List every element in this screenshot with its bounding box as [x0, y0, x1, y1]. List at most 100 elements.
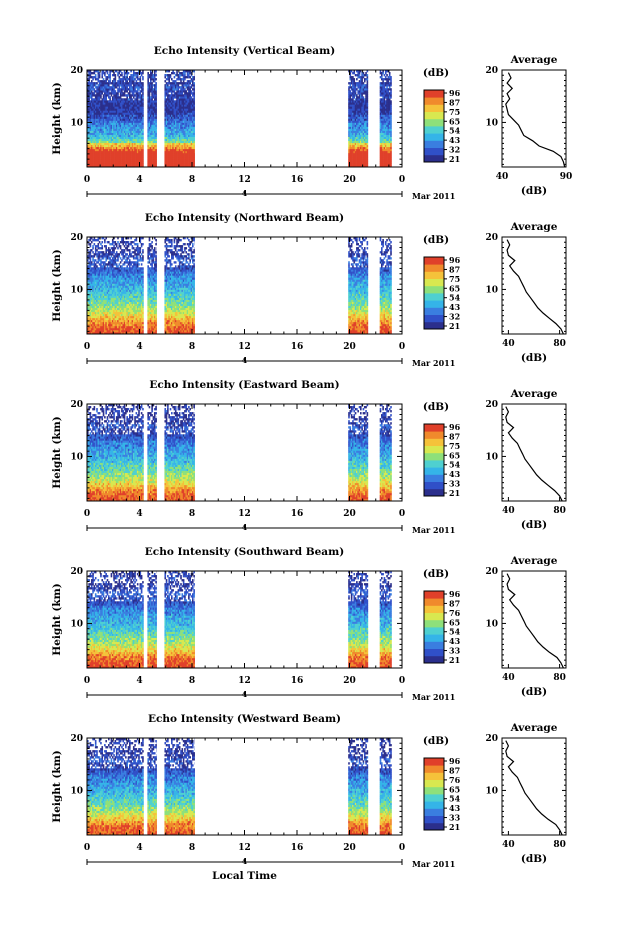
heatmap-cell — [363, 96, 365, 98]
heatmap-cell — [353, 96, 355, 98]
heatmap-cell — [184, 88, 186, 90]
heatmap-cell — [193, 86, 195, 88]
heatmap-cell — [381, 74, 383, 76]
colorbar-tick-label: 21 — [449, 154, 460, 164]
heatmap-cell — [367, 96, 369, 98]
heatmap-cell — [390, 147, 392, 149]
heatmap-cell — [142, 125, 144, 127]
heatmap-cell — [103, 78, 105, 80]
date-label: Mar 2011 — [412, 191, 455, 201]
x-tick-label: 12 — [238, 175, 251, 185]
heatmap-cell — [142, 98, 144, 100]
heatmap-cell — [140, 78, 142, 80]
heatmap-cell — [390, 163, 392, 165]
heatmap-cell — [142, 96, 144, 98]
heatmap-cell — [355, 86, 357, 88]
heatmap-cell — [367, 163, 369, 165]
heatmap-cell — [142, 104, 144, 106]
heatmap-cell — [142, 94, 144, 96]
heatmap-cell — [109, 78, 111, 80]
heatmap-cell — [142, 110, 144, 112]
heatmap-cell — [108, 90, 110, 92]
heatmap-cell — [390, 135, 392, 137]
heatmap-cell — [367, 78, 369, 80]
heatmap-cell — [388, 80, 390, 82]
heatmap-cell — [142, 127, 144, 129]
heatmap-cell — [95, 263, 97, 265]
heatmap-cell — [142, 163, 144, 165]
heatmap-cell — [94, 88, 96, 90]
heatmap-cell — [119, 76, 121, 78]
heatmap-cell — [96, 265, 98, 267]
heatmap-cell — [390, 153, 392, 155]
heatmap-cell — [367, 145, 369, 147]
heatmap-cell — [109, 98, 111, 100]
heatmap-cell — [367, 80, 369, 82]
heatmap-cell — [164, 96, 166, 98]
x-tick-label: 16 — [291, 175, 304, 185]
heatmap-cell — [128, 72, 130, 74]
heatmap-cell — [364, 80, 366, 82]
heatmap-cell — [151, 82, 153, 84]
heatmap-cell — [390, 139, 392, 141]
heatmap-cell — [142, 153, 144, 155]
heatmap-cell — [142, 123, 144, 125]
heatmap-cell — [142, 121, 144, 123]
heatmap-cell — [353, 78, 355, 80]
heatmap-cell — [147, 80, 149, 82]
heatmap-cell — [126, 96, 128, 98]
heatmap-cell — [142, 131, 144, 133]
heatmap-cell — [361, 78, 363, 80]
heatmap-cell — [390, 78, 392, 80]
heatmap-cell — [91, 80, 93, 82]
heatmap-cell — [184, 78, 186, 80]
heatmap-cell — [178, 84, 180, 86]
heatmap-cell — [142, 72, 144, 74]
heatmap-cell — [94, 255, 96, 257]
heatmap-cell — [95, 259, 97, 261]
heatmap-cell — [121, 72, 123, 74]
heatmap-cell — [390, 145, 392, 147]
heatmap-cell — [384, 74, 386, 76]
heatmap-cell — [101, 76, 103, 78]
heatmap-cell — [386, 74, 388, 76]
heatmap-cell — [134, 88, 136, 90]
heatmap-cell — [385, 72, 387, 74]
heatmap-cell — [390, 94, 392, 96]
heatmap-cell — [171, 78, 173, 80]
heatmap-cell — [121, 90, 123, 92]
panel-1: Echo Intensity (Vertical Beam)0 4 8 12 16 20 0… — [51, 45, 572, 201]
heatmap-cell — [390, 106, 392, 108]
heatmap-cell — [390, 82, 392, 84]
heatmap-cell — [140, 92, 142, 94]
heatmap-cell — [92, 257, 94, 259]
heatmap-cell — [115, 76, 117, 78]
heatmap-cell — [117, 74, 119, 76]
heatmap-cell — [117, 92, 119, 94]
heatmap-cell — [189, 76, 191, 78]
heatmap-cell — [367, 102, 369, 104]
profile-y-tick-label: 20 — [485, 66, 498, 76]
heatmap-cell — [126, 74, 128, 76]
heatmap-cell — [390, 149, 392, 151]
heatmap-cell — [108, 84, 110, 86]
heatmap-cell — [189, 82, 191, 84]
heatmap-cell — [363, 82, 365, 84]
heatmap-cell — [175, 80, 177, 82]
heatmap-cell — [184, 74, 186, 76]
heatmap-cell — [390, 157, 392, 159]
heatmap-cell — [133, 80, 135, 82]
heatmap-cell — [353, 72, 355, 74]
heatmap-cell — [137, 74, 139, 76]
heatmap-cell — [96, 82, 98, 84]
heatmap-cell — [188, 84, 190, 86]
heatmap-cell — [385, 76, 387, 78]
heatmap-cell — [350, 90, 352, 92]
profile-line — [506, 73, 565, 167]
heatmap-cell — [91, 249, 93, 251]
heatmap-cell — [121, 74, 123, 76]
heatmap-cell — [154, 72, 156, 74]
heatmap-cell — [189, 94, 191, 96]
heatmap-cell — [90, 74, 92, 76]
heatmap-cell — [119, 86, 121, 88]
